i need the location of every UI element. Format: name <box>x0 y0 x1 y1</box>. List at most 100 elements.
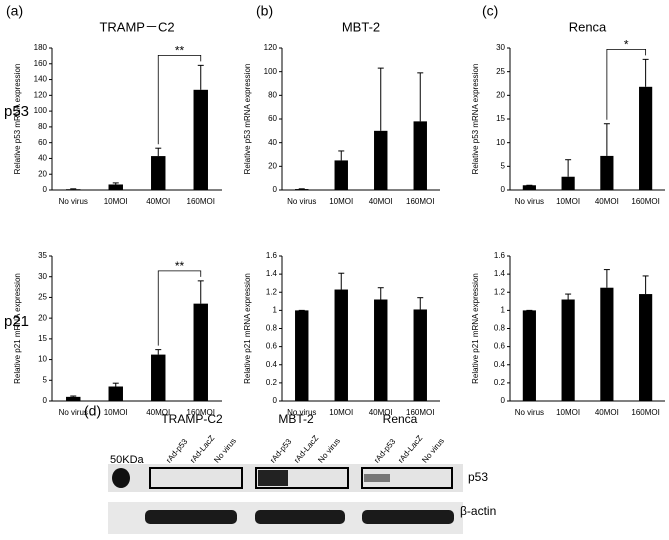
lane-label: rAd-p53 <box>164 437 190 465</box>
y-axis-label: Relative p53 mRNA expression <box>471 64 480 175</box>
y-tick-label: 0 <box>43 396 48 405</box>
y-axis-label: Relative p21 mRNA expression <box>471 273 480 384</box>
x-tick-label: 160MOI <box>631 408 659 417</box>
y-tick-label: 0.6 <box>494 342 506 351</box>
bar <box>295 189 309 190</box>
x-tick-label: 160MOI <box>187 197 215 206</box>
y-tick-label: 0.2 <box>494 378 506 387</box>
y-tick-label: 20 <box>38 169 47 178</box>
chart-title: Renca <box>569 19 607 34</box>
band <box>362 510 454 524</box>
y-tick-label: 120 <box>264 43 278 52</box>
y-tick-label: 0 <box>273 396 278 405</box>
y-tick-label: 5 <box>501 161 506 170</box>
blot-box <box>361 467 453 489</box>
y-tick-label: 60 <box>268 114 277 123</box>
bar <box>334 160 348 190</box>
lane-label: No virus <box>316 436 342 464</box>
y-tick-label: 0 <box>501 185 506 194</box>
panel-label: (b) <box>256 3 273 19</box>
y-axis-label: Relative p21 mRNA expression <box>243 273 252 384</box>
x-tick-label: 160MOI <box>631 197 659 206</box>
y-tick-label: 25 <box>38 293 47 302</box>
bar <box>374 299 388 401</box>
y-tick-label: 40 <box>268 138 277 147</box>
x-tick-label: 10MOI <box>104 197 128 206</box>
significance-bracket <box>157 270 202 346</box>
chart-title: TRAMP－C2 <box>99 19 174 34</box>
x-tick-label: 10MOI <box>329 197 353 206</box>
y-tick-label: 0 <box>501 396 506 405</box>
y-tick-label: 0.8 <box>494 324 506 333</box>
bar <box>151 354 166 401</box>
y-tick-label: 1 <box>273 305 278 314</box>
bar <box>334 289 348 401</box>
y-tick-label: 180 <box>34 43 48 52</box>
significance-label: ** <box>175 44 185 58</box>
band <box>255 510 345 524</box>
panel-label: (a) <box>6 3 23 19</box>
y-tick-label: 25 <box>496 67 505 76</box>
x-tick-label: No virus <box>59 408 88 417</box>
x-tick-label: 10MOI <box>556 408 580 417</box>
band-label: β-actin <box>460 504 496 518</box>
y-tick-label: 80 <box>268 90 277 99</box>
y-tick-label: 40 <box>38 154 47 163</box>
bar <box>66 189 81 190</box>
x-tick-label: 40MOI <box>595 408 619 417</box>
lane-label: rAd-p53 <box>268 437 294 465</box>
x-tick-label: No virus <box>287 408 316 417</box>
lane-label: No virus <box>212 436 238 464</box>
blot-box <box>149 467 243 489</box>
y-tick-label: 10 <box>38 355 47 364</box>
y-tick-label: 1.6 <box>266 251 278 260</box>
y-tick-label: 140 <box>34 75 48 84</box>
marker-band <box>112 468 130 488</box>
bar <box>108 184 123 190</box>
y-tick-label: 20 <box>268 161 277 170</box>
x-tick-label: 40MOI <box>146 408 170 417</box>
bar <box>374 130 388 190</box>
bar <box>600 155 614 190</box>
significance-label: ** <box>175 259 185 273</box>
bar <box>413 121 427 190</box>
bar <box>151 156 166 190</box>
lane-label: rAd-p53 <box>372 437 398 465</box>
significance-bracket <box>157 54 202 145</box>
y-tick-label: 1.4 <box>494 269 506 278</box>
blot-box <box>255 467 349 489</box>
bar <box>193 303 208 401</box>
y-tick-label: 10 <box>496 138 505 147</box>
y-tick-label: 1 <box>501 305 506 314</box>
y-tick-label: 1.6 <box>494 251 506 260</box>
y-tick-label: 0 <box>43 185 48 194</box>
chart-title: MBT-2 <box>342 19 380 34</box>
x-tick-label: 40MOI <box>146 197 170 206</box>
blot-group-label: TRAMP-C2 <box>161 412 223 426</box>
bar <box>413 309 427 401</box>
y-axis-label: Relative p21 mRNA expression <box>13 273 22 384</box>
y-tick-label: 5 <box>43 375 48 384</box>
x-tick-label: 40MOI <box>595 197 619 206</box>
bar <box>295 310 309 401</box>
bar <box>522 310 536 401</box>
band <box>145 510 237 524</box>
y-tick-label: 15 <box>38 334 47 343</box>
row-label: p21 <box>4 313 29 330</box>
y-tick-label: 15 <box>496 114 505 123</box>
y-tick-label: 100 <box>264 67 278 76</box>
y-tick-label: 0 <box>273 185 278 194</box>
x-tick-label: No virus <box>59 197 88 206</box>
y-tick-label: 1.4 <box>266 269 278 278</box>
y-tick-label: 60 <box>38 138 47 147</box>
y-tick-label: 0.6 <box>266 342 278 351</box>
y-tick-label: 0.4 <box>494 360 506 369</box>
x-tick-label: 40MOI <box>369 197 393 206</box>
y-tick-label: 1.2 <box>266 287 278 296</box>
x-tick-label: No virus <box>287 197 316 206</box>
y-tick-label: 160 <box>34 59 48 68</box>
bar <box>561 299 575 401</box>
y-tick-label: 35 <box>38 251 47 260</box>
lane-label: No virus <box>420 436 446 464</box>
